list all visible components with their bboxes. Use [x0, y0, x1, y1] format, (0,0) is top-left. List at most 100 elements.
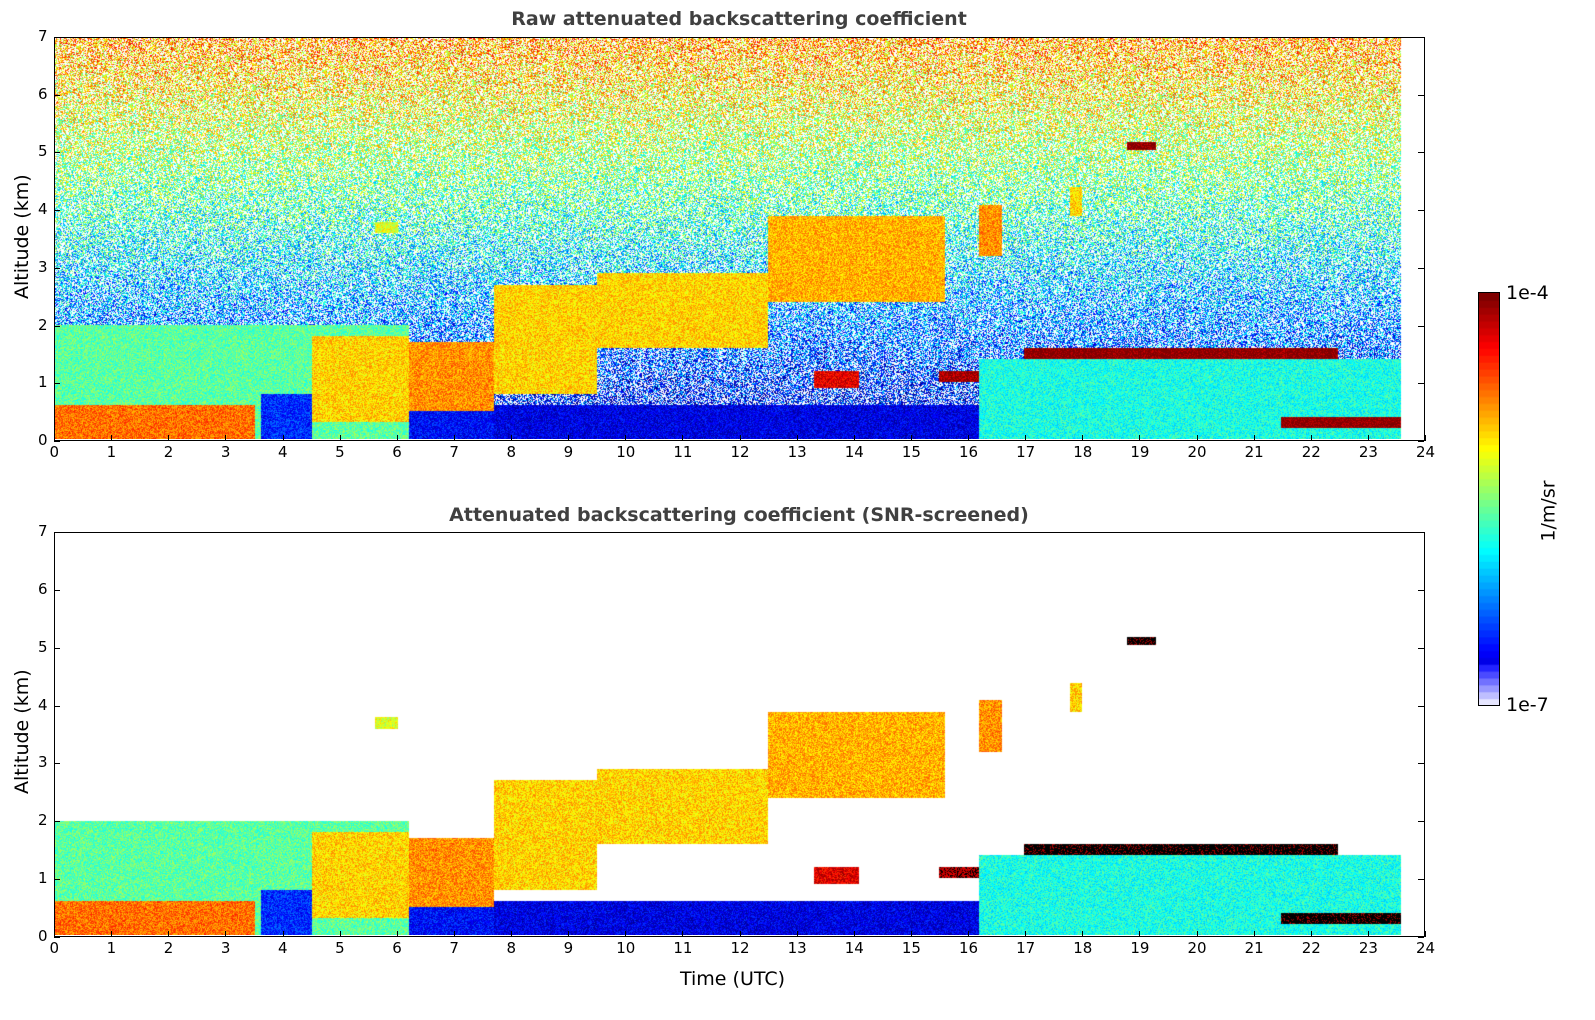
x-tick-label: 7	[449, 939, 459, 957]
x-tick-label: 17	[1016, 939, 1036, 957]
x-tick-label: 11	[673, 939, 693, 957]
x-tick-label: 20	[1187, 939, 1207, 957]
x-tick-mark	[1253, 931, 1255, 937]
x-tick-mark	[796, 435, 798, 441]
y-tick-mark	[1418, 94, 1424, 96]
x-tick-label: 16	[959, 939, 979, 957]
x-tick-mark	[54, 435, 55, 441]
x-tick-mark	[1082, 435, 1084, 441]
x-tick-label: 24	[1416, 443, 1436, 461]
y-tick-mark	[1418, 821, 1424, 823]
x-tick-mark	[796, 931, 798, 937]
x-tick-label: 19	[1130, 939, 1150, 957]
y-tick-label: 1	[38, 373, 48, 392]
y-tick-mark	[1418, 705, 1424, 707]
y-tick-mark	[1418, 647, 1424, 649]
y-tick-label: 7	[38, 522, 48, 540]
x-tick-label: 9	[563, 443, 574, 461]
x-tick-mark	[54, 931, 55, 937]
y-tick-mark	[54, 152, 60, 154]
chart-title-screened: Attenuated backscattering coefficient (S…	[449, 504, 1029, 526]
y-tick-label: 2	[38, 315, 48, 334]
x-tick-mark	[1367, 435, 1369, 441]
x-tick-mark	[1082, 931, 1084, 937]
x-tick-mark	[111, 435, 113, 441]
y-tick-mark	[1418, 879, 1424, 881]
y-tick-mark	[54, 210, 60, 212]
x-tick-mark	[910, 931, 912, 937]
x-tick-mark	[968, 931, 969, 937]
y-tick-label: 4	[38, 695, 48, 714]
y-tick-label: 5	[38, 637, 48, 656]
y-tick-mark	[1418, 532, 1424, 533]
y-tick-mark	[54, 763, 60, 765]
x-tick-label: 3	[220, 939, 231, 957]
x-tick-mark	[568, 435, 570, 441]
y-tick-mark	[1418, 267, 1424, 269]
x-tick-label: 12	[730, 443, 750, 461]
y-tick-mark	[54, 589, 60, 591]
x-tick-label: 24	[1416, 939, 1436, 957]
heatmap-raw	[55, 38, 1423, 439]
x-tick-label: 8	[506, 939, 517, 957]
y-tick-mark	[1418, 441, 1424, 442]
x-tick-label: 22	[1301, 939, 1321, 957]
x-tick-label: 7	[449, 443, 459, 461]
x-tick-mark	[396, 931, 398, 937]
x-tick-mark	[453, 435, 455, 441]
x-tick-label: 2	[163, 443, 174, 461]
x-tick-label: 12	[730, 939, 750, 957]
x-tick-mark	[1196, 435, 1198, 441]
y-tick-mark	[54, 647, 60, 649]
x-tick-mark	[968, 435, 969, 441]
x-tick-label: 5	[335, 939, 345, 957]
x-tick-mark	[625, 435, 627, 441]
x-tick-mark	[225, 435, 227, 441]
x-tick-label: 23	[1358, 443, 1378, 461]
x-tick-label: 23	[1358, 939, 1378, 957]
x-tick-label: 6	[392, 939, 402, 957]
colorbar-min-label: 1e-7	[1506, 694, 1549, 716]
y-tick-mark	[1418, 383, 1424, 385]
y-tick-label: 3	[38, 753, 48, 772]
y-tick-label: 5	[38, 142, 48, 161]
y-tick-label: 7	[38, 27, 48, 45]
x-tick-mark	[1196, 931, 1198, 937]
x-tick-label: 4	[278, 443, 288, 461]
y-tick-mark	[54, 937, 60, 938]
x-tick-label: 8	[506, 443, 517, 461]
colorbar-unit-label: 1/m/sr	[1537, 480, 1560, 542]
x-tick-label: 11	[673, 443, 693, 461]
y-tick-mark	[54, 879, 60, 881]
x-tick-mark	[853, 435, 855, 441]
y-tick-mark	[1418, 210, 1424, 212]
y-tick-mark	[1418, 763, 1424, 765]
x-tick-mark	[339, 931, 341, 937]
colorbar	[1478, 292, 1500, 706]
x-tick-mark	[168, 435, 170, 441]
x-tick-mark	[168, 931, 170, 937]
x-tick-mark	[910, 435, 912, 441]
y-tick-mark	[1418, 37, 1424, 38]
x-tick-mark	[1425, 435, 1426, 441]
y-tick-mark	[1418, 937, 1424, 938]
y-axis-label-screened: Altitude (km)	[11, 669, 33, 794]
y-tick-label: 0	[38, 927, 48, 945]
x-tick-label: 4	[278, 939, 288, 957]
plot-screened	[54, 532, 1425, 937]
x-tick-label: 22	[1301, 443, 1321, 461]
y-axis-label-raw: Altitude (km)	[11, 174, 33, 299]
x-tick-label: 0	[49, 443, 60, 461]
y-tick-mark	[54, 325, 60, 327]
x-tick-label: 13	[787, 939, 807, 957]
x-tick-mark	[1025, 931, 1027, 937]
x-tick-label: 18	[1073, 939, 1093, 957]
x-tick-label: 5	[335, 443, 345, 461]
x-tick-label: 9	[563, 939, 574, 957]
y-tick-label: 3	[38, 257, 48, 276]
x-tick-label: 15	[901, 939, 921, 957]
x-tick-label: 6	[392, 443, 402, 461]
y-tick-mark	[1418, 325, 1424, 327]
y-tick-mark	[54, 267, 60, 269]
x-tick-mark	[1025, 435, 1027, 441]
